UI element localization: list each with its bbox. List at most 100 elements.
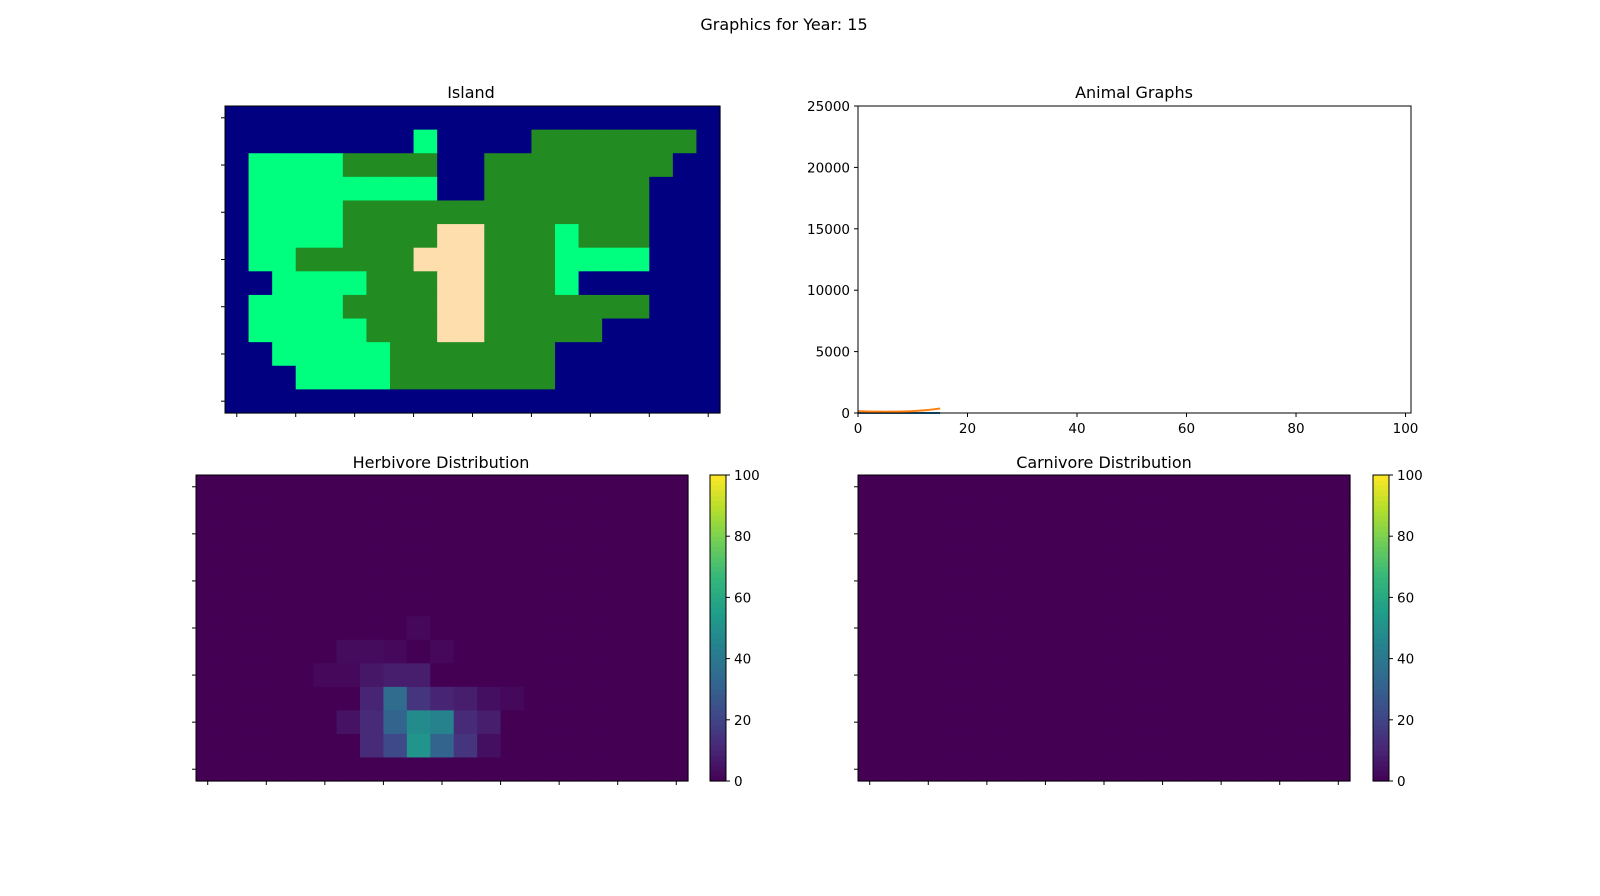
- density-cell: [524, 545, 549, 570]
- island-cell: [295, 247, 320, 272]
- island-cell: [225, 176, 250, 202]
- density-cell: [500, 569, 525, 594]
- density-cell: [1209, 733, 1234, 759]
- density-cell: [266, 616, 291, 641]
- colorbar-tick-label: 40: [734, 652, 751, 668]
- density-cell: [360, 616, 385, 641]
- density-cell: [1045, 733, 1070, 759]
- colorbar-segment: [710, 587, 726, 593]
- island-cell: [507, 271, 533, 296]
- density-cell: [477, 757, 502, 782]
- density-cell: [998, 569, 1023, 594]
- density-cell: [1186, 663, 1211, 688]
- density-cell: [1162, 475, 1187, 500]
- density-cell: [594, 522, 619, 547]
- density-cell: [975, 592, 1000, 617]
- density-cell: [904, 686, 929, 711]
- colorbar-segment: [1373, 663, 1389, 670]
- density-cell: [1139, 569, 1164, 594]
- island-cell: [413, 342, 438, 367]
- island-cell: [342, 224, 368, 249]
- island-cell: [413, 389, 438, 414]
- density-cell: [1209, 592, 1234, 617]
- density-cell: [313, 569, 338, 594]
- density-cell: [975, 616, 1000, 641]
- island-cell: [578, 365, 603, 390]
- colorbar-segment: [1373, 561, 1389, 568]
- series-line-1: [857, 407, 941, 413]
- island-cell: [578, 271, 603, 296]
- density-cell: [1232, 498, 1257, 523]
- density-cell: [430, 757, 455, 782]
- density-cell: [383, 569, 408, 594]
- colorbar-tick-label: 100: [734, 468, 760, 484]
- island-cell: [413, 153, 438, 178]
- density-cell: [313, 733, 338, 759]
- density-cell: [1209, 545, 1234, 570]
- density-cell: [430, 545, 455, 570]
- density-cell: [1162, 498, 1187, 523]
- colorbar-segment: [1373, 755, 1389, 762]
- density-cell: [1256, 498, 1281, 523]
- density-cell: [1068, 498, 1093, 523]
- density-cell: [1115, 663, 1140, 688]
- island-cell: [672, 176, 698, 202]
- density-cell: [242, 522, 267, 547]
- density-cell: [617, 616, 642, 641]
- density-cell: [1186, 616, 1211, 641]
- island-cell: [248, 176, 273, 202]
- colorbar-tick-label: 60: [734, 590, 751, 606]
- density-cell: [951, 710, 976, 735]
- colorbar-segment: [710, 643, 726, 649]
- colorbar-segment: [1373, 510, 1389, 517]
- island-cell: [319, 200, 344, 225]
- island-cell: [366, 365, 391, 390]
- density-cell: [664, 639, 689, 664]
- density-cell: [453, 522, 478, 547]
- density-cell: [524, 475, 549, 500]
- density-cell: [1279, 498, 1304, 523]
- island-cell: [413, 365, 438, 390]
- island-cell: [625, 342, 650, 367]
- density-cell: [881, 639, 906, 664]
- density-cell: [1068, 639, 1093, 664]
- density-cell: [881, 663, 906, 688]
- island-cell: [531, 271, 556, 296]
- density-cell: [336, 757, 361, 782]
- density-cell: [951, 686, 976, 711]
- density-cell: [547, 663, 572, 688]
- density-cell: [1139, 639, 1164, 664]
- colorbar-segment: [1373, 653, 1389, 660]
- density-cell: [219, 639, 244, 664]
- density-cell: [1186, 733, 1211, 759]
- carnivore-ticks: [854, 486, 1339, 785]
- density-cell: [289, 663, 314, 688]
- density-cell: [453, 663, 478, 688]
- island-cell: [319, 176, 344, 202]
- density-cell: [406, 757, 431, 782]
- density-cell: [547, 686, 572, 711]
- density-cell: [289, 616, 314, 641]
- island-cell: [342, 294, 368, 320]
- colorbar-segment: [1373, 556, 1389, 563]
- colorbar-segment: [1373, 765, 1389, 772]
- island-cell: [696, 200, 721, 225]
- density-cell: [477, 569, 502, 594]
- density-cell: [1092, 522, 1117, 547]
- island-cell: [342, 365, 368, 390]
- density-cell: [1209, 663, 1234, 688]
- density-cell: [975, 498, 1000, 523]
- island-cell: [413, 176, 438, 202]
- density-cell: [477, 686, 502, 711]
- density-cell: [1303, 592, 1328, 617]
- island-cell: [484, 153, 509, 178]
- density-cell: [664, 592, 689, 617]
- island-cell: [413, 129, 438, 154]
- density-cell: [1115, 686, 1140, 711]
- density-cell: [617, 663, 642, 688]
- island-cell: [602, 247, 627, 272]
- island-cell: [602, 342, 627, 367]
- density-cell: [196, 639, 221, 664]
- density-cell: [928, 498, 953, 523]
